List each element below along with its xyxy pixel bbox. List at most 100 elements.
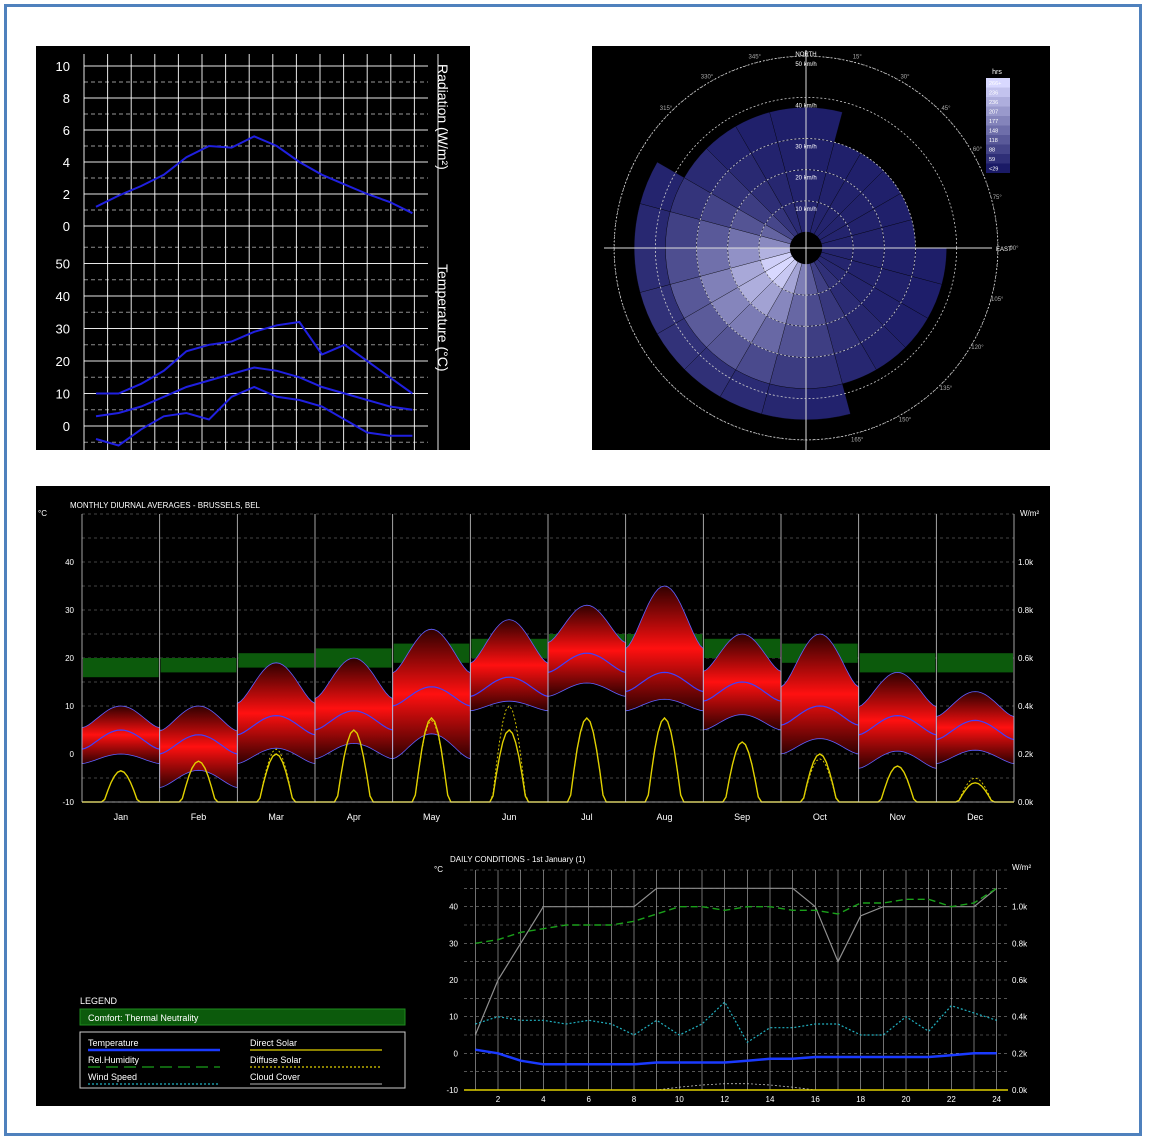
daily-left-unit: °C [434, 865, 443, 874]
diffuse-solar [82, 770, 160, 803]
wind-sector [634, 247, 671, 293]
legend-entry: 148 [989, 129, 998, 135]
wind-rose-chart: 10 km/h 20 km/h 30 km/h 40 km/h 50 km/h NORTH… [604, 50, 1019, 450]
angle-label: 330° [701, 75, 714, 81]
legend-entry: 236 [989, 91, 998, 97]
temp-envelope [935, 691, 1015, 765]
legend-swatch [986, 78, 1010, 88]
direct-solar [470, 729, 548, 803]
diffuse-solar [625, 717, 704, 803]
legend-item-label: Direct Solar [250, 1038, 297, 1048]
comfort-label: Comfort: Thermal Neutrality [88, 1013, 199, 1023]
wind-sector [639, 161, 685, 212]
temp-envelope [547, 604, 627, 697]
comfort-band [83, 658, 159, 678]
legend-title: LEGEND [80, 996, 118, 1006]
temp-average [703, 681, 782, 702]
daily-x-tick: 4 [541, 1095, 546, 1104]
wind-rose-panel: 10 km/h 20 km/h 30 km/h 40 km/h 50 km/h NORTH… [592, 46, 1050, 450]
ring-label: 20 km/h [795, 176, 816, 182]
daily-y-tick: 10 [449, 1013, 458, 1022]
north-label: NORTH [795, 52, 816, 58]
legend-swatch [986, 125, 1010, 135]
legend-swatch [986, 106, 1010, 116]
legend-swatch [986, 135, 1010, 145]
daily-x-tick: 2 [496, 1095, 501, 1104]
diurnal-right-tick: 0.2k [1018, 750, 1034, 759]
temp-envelope [236, 662, 316, 765]
temp-average [159, 734, 238, 755]
direct-solar [703, 741, 781, 803]
diurnal-right-tick: 0.4k [1018, 702, 1034, 711]
daily-y-tick: -10 [446, 1086, 458, 1095]
diurnal-y-tick: -10 [62, 798, 74, 807]
outer-ring [613, 55, 999, 441]
temp-average [392, 686, 471, 707]
temp-average [81, 729, 160, 750]
legend-item-label: Rel.Humidity [88, 1055, 140, 1065]
comfort-band [160, 658, 237, 673]
daily-title: DAILY CONDITIONS - 1st January (1) [450, 855, 586, 864]
temp-envelope [314, 657, 394, 760]
diurnal-right-tick: 0.8k [1018, 606, 1034, 615]
diurnal-right-unit: W/m² [1020, 509, 1039, 518]
radiation-tick-label: 2 [63, 187, 70, 202]
temp-average [858, 714, 937, 736]
radiation-tick-label: 8 [63, 91, 70, 106]
temp-envelope [858, 671, 937, 769]
ring-label: 10 km/h [795, 207, 816, 213]
daily-x-tick: 16 [811, 1095, 820, 1104]
temperature-line-1 [95, 366, 413, 418]
daily-right-tick: 0.6k [1012, 976, 1028, 985]
legend-item-label: Wind Speed [88, 1072, 137, 1082]
legend-box [79, 1031, 406, 1089]
month-label: Aug [656, 812, 672, 822]
ring-label: 30 km/h [795, 145, 816, 151]
wind-speed-line [475, 1001, 997, 1044]
cloud-cover-line [474, 887, 998, 1036]
daily-y-tick: 40 [449, 903, 458, 912]
radiation-tick-label: 10 [56, 59, 70, 74]
angle-label: 75° [993, 195, 1003, 201]
diffuse-solar [548, 717, 626, 803]
direct-solar [82, 770, 160, 803]
daily-x-tick: 12 [720, 1095, 729, 1104]
month-label: Feb [191, 812, 207, 822]
legend-swatch [986, 97, 1010, 107]
temp-average [314, 710, 393, 731]
temperature-axis-label: Temperature (°C) [435, 264, 451, 372]
temp-envelope [159, 705, 238, 789]
direct-solar [858, 765, 937, 803]
month-label: Dec [967, 812, 984, 822]
temperature-tick-label: 50 [56, 257, 70, 272]
angle-label: 165° [851, 437, 864, 443]
legend-item-label: Temperature [88, 1038, 139, 1048]
diffuse-solar [858, 765, 937, 803]
diffuse-solar [936, 777, 1014, 803]
daily-y-tick: 0 [454, 1049, 459, 1058]
radiation-tick-label: 4 [63, 155, 70, 170]
wind-sector [805, 383, 851, 420]
temperature-tick-label: 30 [56, 322, 70, 337]
daily-x-tick: 22 [947, 1095, 956, 1104]
legend-swatch [986, 116, 1010, 126]
month-label: Apr [347, 812, 361, 822]
month-label: May [423, 812, 441, 822]
diurnal-right-tick: 0.6k [1018, 654, 1034, 663]
temp-average [237, 714, 316, 736]
radiation-tick-label: 6 [63, 123, 70, 138]
daily-right-tick: 0.2k [1012, 1049, 1028, 1058]
temperature-tick-label: 40 [56, 289, 70, 304]
ring-label: 50 km/h [795, 62, 816, 68]
daily-x-tick: 14 [766, 1095, 775, 1104]
rel-humidity-line [475, 887, 998, 944]
angle-label: 120° [971, 345, 984, 351]
angle-label: 345° [749, 55, 762, 61]
daily-right-tick: 0.0k [1012, 1086, 1028, 1095]
radiation-temperature-panel: 10 8 6 4 2 0 Radiation (W/m²) 50 40 30 20 10 0 Temper… [36, 46, 470, 450]
angle-label: 90° [1009, 246, 1019, 252]
daily-right-tick: 0.4k [1012, 1013, 1028, 1022]
temp-average [470, 676, 549, 697]
month-label: Jun [502, 812, 517, 822]
